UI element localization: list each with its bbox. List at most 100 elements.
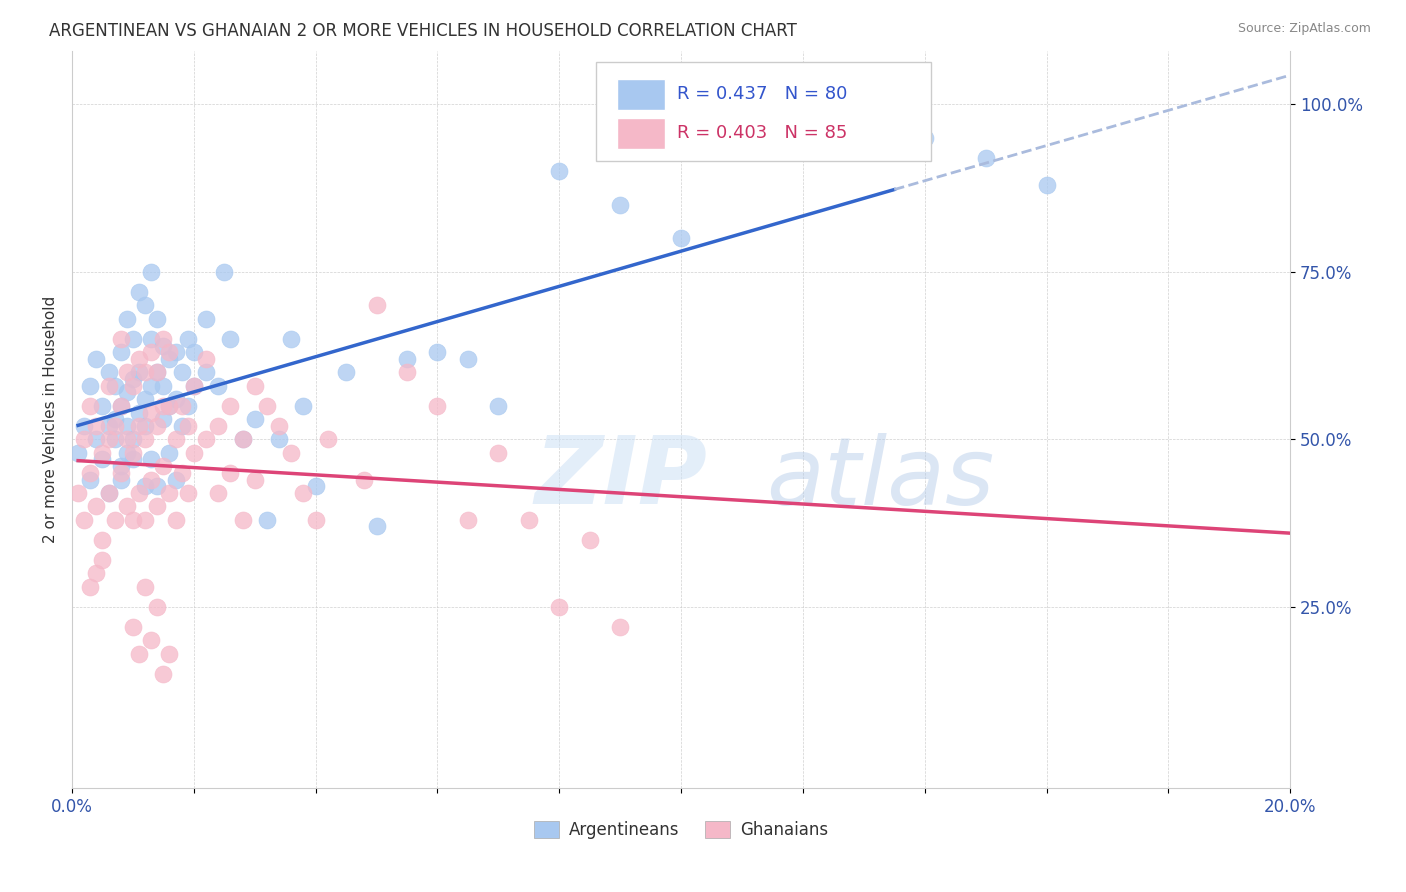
- Point: [159, 446, 181, 460]
- Point: [86, 351, 108, 366]
- Point: [159, 647, 181, 661]
- Point: [280, 332, 302, 346]
- Point: [104, 513, 127, 527]
- Point: [134, 298, 156, 312]
- Point: [426, 399, 449, 413]
- Point: [110, 459, 132, 474]
- Point: [395, 365, 418, 379]
- Point: [110, 332, 132, 346]
- Point: [86, 433, 108, 447]
- Point: [128, 285, 150, 299]
- Point: [146, 365, 169, 379]
- Point: [141, 452, 163, 467]
- Text: ZIP: ZIP: [534, 433, 707, 524]
- Point: [73, 419, 96, 434]
- Point: [1035, 178, 1057, 192]
- Point: [852, 97, 875, 112]
- Point: [548, 164, 571, 178]
- Point: [335, 365, 357, 379]
- Point: [152, 338, 174, 352]
- Point: [152, 399, 174, 413]
- Point: [256, 399, 278, 413]
- Point: [86, 419, 108, 434]
- Point: [122, 372, 145, 386]
- Bar: [616, 118, 665, 149]
- Text: ARGENTINEAN VS GHANAIAN 2 OR MORE VEHICLES IN HOUSEHOLD CORRELATION CHART: ARGENTINEAN VS GHANAIAN 2 OR MORE VEHICL…: [49, 22, 797, 40]
- Point: [219, 466, 242, 480]
- Point: [232, 513, 254, 527]
- Point: [165, 433, 187, 447]
- Point: [110, 345, 132, 359]
- Point: [170, 399, 193, 413]
- Point: [159, 351, 181, 366]
- Point: [152, 378, 174, 392]
- Point: [146, 479, 169, 493]
- Point: [146, 500, 169, 514]
- Point: [97, 433, 120, 447]
- Point: [159, 399, 181, 413]
- Point: [152, 667, 174, 681]
- Point: [304, 513, 326, 527]
- Point: [159, 399, 181, 413]
- Point: [165, 473, 187, 487]
- Point: [128, 647, 150, 661]
- Point: [304, 479, 326, 493]
- Point: [97, 365, 120, 379]
- Point: [146, 419, 169, 434]
- Point: [195, 351, 218, 366]
- Point: [316, 433, 339, 447]
- Point: [104, 378, 127, 392]
- Legend: Argentineans, Ghanaians: Argentineans, Ghanaians: [527, 814, 835, 846]
- Point: [122, 446, 145, 460]
- Point: [104, 412, 127, 426]
- Point: [67, 486, 90, 500]
- Point: [578, 533, 600, 547]
- Point: [128, 365, 150, 379]
- Point: [292, 486, 315, 500]
- Point: [97, 486, 120, 500]
- Point: [152, 412, 174, 426]
- Point: [79, 466, 101, 480]
- Point: [67, 446, 90, 460]
- Point: [134, 433, 156, 447]
- Point: [122, 620, 145, 634]
- Point: [91, 533, 114, 547]
- Point: [170, 365, 193, 379]
- Point: [91, 553, 114, 567]
- Point: [152, 332, 174, 346]
- Text: Source: ZipAtlas.com: Source: ZipAtlas.com: [1237, 22, 1371, 36]
- Bar: [616, 78, 665, 110]
- Y-axis label: 2 or more Vehicles in Household: 2 or more Vehicles in Household: [44, 295, 58, 543]
- Point: [91, 446, 114, 460]
- Point: [79, 473, 101, 487]
- Point: [91, 399, 114, 413]
- Point: [292, 399, 315, 413]
- Point: [177, 419, 200, 434]
- Point: [243, 412, 266, 426]
- Point: [128, 419, 150, 434]
- Point: [207, 419, 229, 434]
- Point: [207, 378, 229, 392]
- Point: [146, 599, 169, 614]
- Point: [914, 130, 936, 145]
- Point: [134, 479, 156, 493]
- Point: [134, 365, 156, 379]
- Point: [177, 399, 200, 413]
- Point: [122, 332, 145, 346]
- Point: [141, 473, 163, 487]
- Point: [195, 365, 218, 379]
- Point: [115, 500, 138, 514]
- Point: [232, 433, 254, 447]
- Point: [269, 419, 291, 434]
- Text: atlas: atlas: [766, 433, 994, 524]
- Point: [609, 620, 631, 634]
- Point: [73, 433, 96, 447]
- Point: [269, 433, 291, 447]
- Point: [486, 446, 509, 460]
- Point: [159, 345, 181, 359]
- Point: [97, 419, 120, 434]
- Point: [141, 332, 163, 346]
- Point: [115, 433, 138, 447]
- Point: [219, 332, 242, 346]
- Point: [214, 265, 236, 279]
